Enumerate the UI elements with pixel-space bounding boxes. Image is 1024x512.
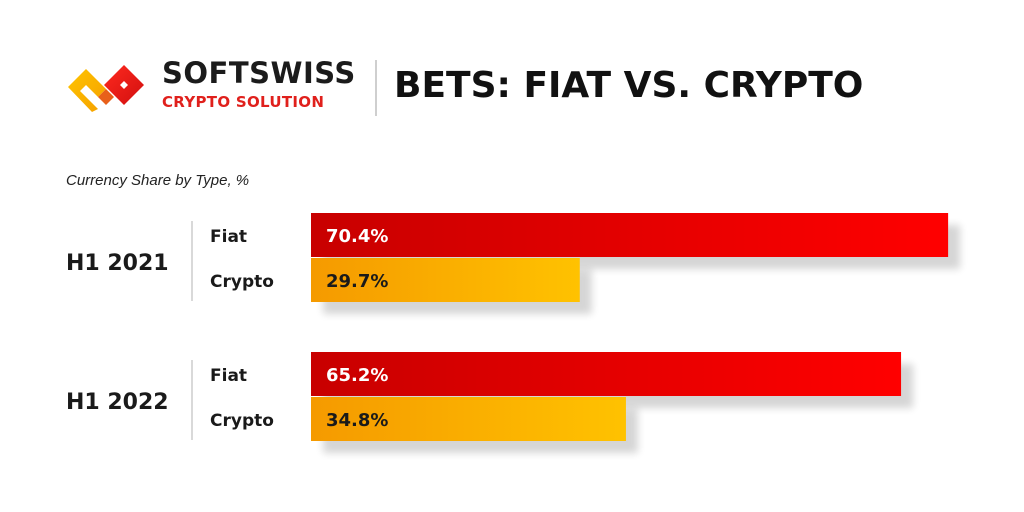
header-divider xyxy=(375,60,377,116)
bar-h1-2021-fiat xyxy=(311,213,949,257)
group-label-h1-2021: H1 2021 xyxy=(66,251,169,276)
category-label-h1-2021-fiat: Fiat xyxy=(210,227,247,247)
category-label-h1-2022-fiat: Fiat xyxy=(210,366,247,386)
brand-name: SOFTSWISS xyxy=(162,56,356,90)
category-label-h1-2022-crypto: Crypto xyxy=(210,411,274,431)
group-divider-h1-2021 xyxy=(191,221,193,301)
brand-block: SOFTSWISS CRYPTO SOLUTION xyxy=(162,56,356,112)
value-label-h1-2021-fiat: 70.4% xyxy=(326,226,388,247)
chart-header: SOFTSWISS CRYPTO SOLUTION BETS: FIAT VS.… xyxy=(62,56,962,120)
value-label-h1-2022-fiat: 65.2% xyxy=(326,365,388,386)
bar-h1-2022-fiat xyxy=(311,352,902,396)
chart-subtitle: Currency Share by Type, % xyxy=(66,172,250,189)
page-title: BETS: FIAT VS. CRYPTO xyxy=(394,65,864,106)
group-label-h1-2022: H1 2022 xyxy=(66,390,169,415)
group-divider-h1-2022 xyxy=(191,360,193,440)
category-label-h1-2021-crypto: Crypto xyxy=(210,272,274,292)
bar-h1-2022-crypto xyxy=(311,397,626,441)
value-label-h1-2022-crypto: 34.8% xyxy=(326,410,388,431)
bar-h1-2021-crypto xyxy=(311,258,580,302)
brand-subtitle: CRYPTO SOLUTION xyxy=(162,93,325,111)
value-label-h1-2021-crypto: 29.7% xyxy=(326,271,388,292)
interlocking-diamond-logo-icon xyxy=(68,65,144,112)
